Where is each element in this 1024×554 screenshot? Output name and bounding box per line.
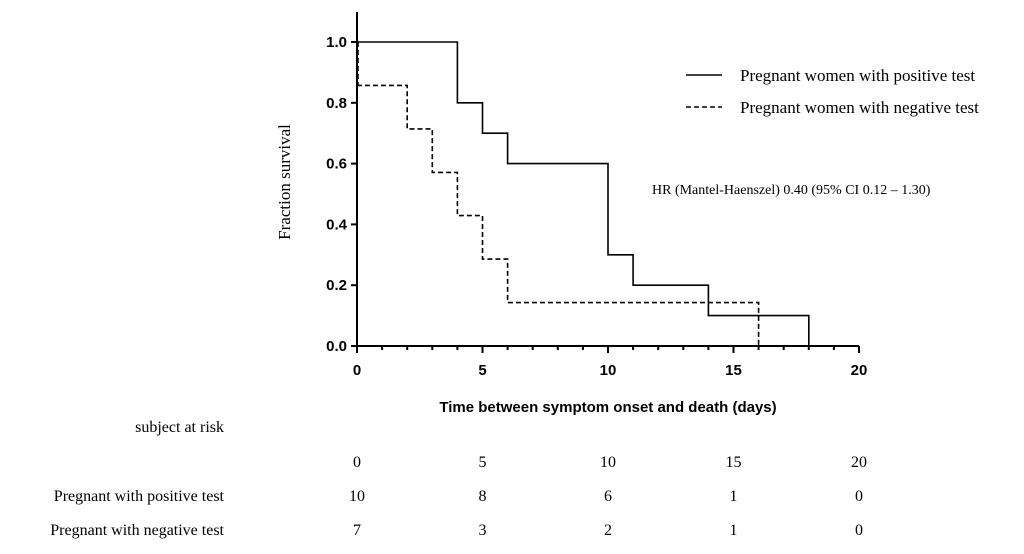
risk-cell-positive: 1 bbox=[730, 488, 738, 505]
y-tick-label: 0.2 bbox=[326, 277, 347, 294]
risk-time-header: 15 bbox=[726, 454, 742, 471]
risk-row-label-negative: Pregnant with negative test bbox=[50, 522, 224, 539]
risk-time-header: 10 bbox=[600, 454, 616, 471]
x-tick-label: 5 bbox=[478, 362, 486, 379]
labels: Fraction survival Time between symptom o… bbox=[275, 124, 931, 416]
x-tick-label: 20 bbox=[851, 362, 868, 379]
risk-cell-negative: 0 bbox=[855, 522, 863, 539]
y-axis-label: Fraction survival bbox=[275, 124, 294, 240]
risk-cell-negative: 2 bbox=[604, 522, 612, 539]
risk-row-label-positive: Pregnant with positive test bbox=[54, 488, 225, 505]
risk-cell-positive: 0 bbox=[855, 488, 863, 505]
x-tick-label: 10 bbox=[600, 362, 617, 379]
y-tick-label: 0.6 bbox=[326, 156, 347, 173]
x-tick-label: 15 bbox=[725, 362, 742, 379]
y-tick-label: 1.0 bbox=[326, 34, 347, 51]
risk-cell-positive: 8 bbox=[479, 488, 487, 505]
curve-positive-test bbox=[357, 41, 810, 346]
y-tick-label: 0.0 bbox=[326, 338, 347, 355]
risk-cell-negative: 1 bbox=[730, 522, 738, 539]
legend-label-negative: Pregnant women with negative test bbox=[740, 98, 979, 117]
curve-negative-test bbox=[357, 84, 760, 346]
hr-annotation: HR (Mantel-Haenszel) 0.40 (95% CI 0.12 –… bbox=[652, 183, 931, 198]
y-tick-label: 0.8 bbox=[326, 95, 347, 112]
risk-cell-negative: 7 bbox=[353, 522, 361, 539]
risk-cell-positive: 6 bbox=[604, 488, 612, 505]
risk-table-title: subject at risk bbox=[135, 419, 224, 436]
risk-time-header: 5 bbox=[479, 454, 487, 471]
x-axis-label: Time between symptom onset and death (da… bbox=[439, 399, 776, 416]
axes: 0.0 0.2 0.4 0.6 0.8 1.0 0 5 10 15 20 bbox=[326, 12, 867, 379]
risk-cell-positive: 10 bbox=[349, 488, 365, 505]
risk-table: subject at risk Pregnant with positive t… bbox=[50, 419, 867, 539]
risk-cell-negative: 3 bbox=[479, 522, 487, 539]
legend-label-positive: Pregnant women with positive test bbox=[740, 66, 975, 85]
y-tick-label: 0.4 bbox=[326, 216, 348, 233]
legend: Pregnant women with positive test Pregna… bbox=[686, 66, 979, 117]
risk-time-header: 20 bbox=[851, 454, 867, 471]
risk-time-header: 0 bbox=[353, 454, 361, 471]
x-tick-label: 0 bbox=[353, 362, 361, 379]
curves bbox=[357, 41, 810, 346]
